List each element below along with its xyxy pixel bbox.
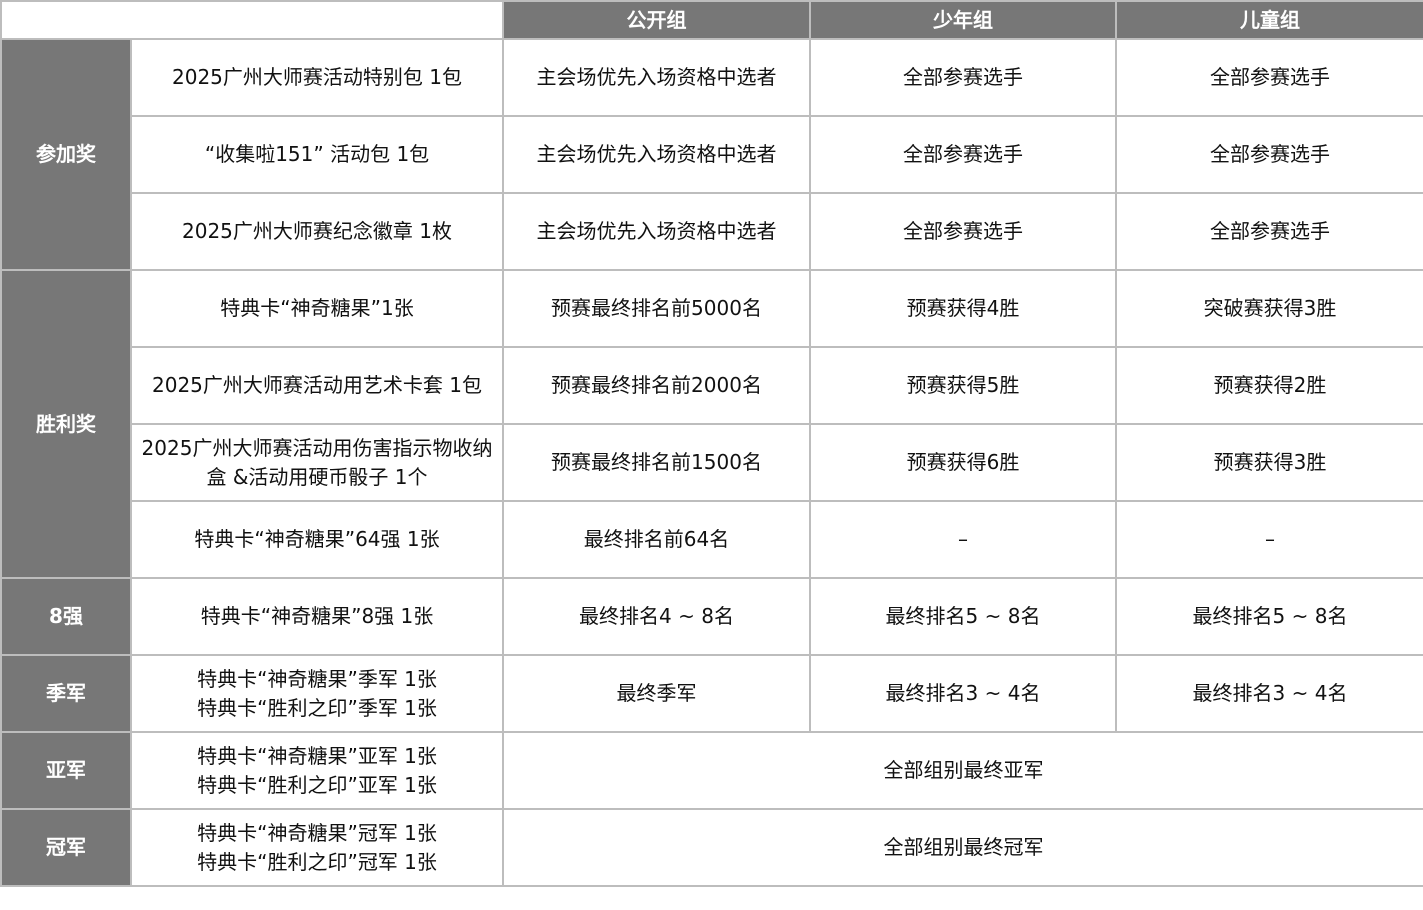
prize-table: 公开组 少年组 儿童组 参加奖 2025广州大师赛活动特别包 1包 主会场优先入场资… [0, 0, 1423, 887]
table-row: 参加奖 2025广州大师赛活动特别包 1包 主会场优先入场资格中选者 全部参赛选手 全部… [0, 38, 1423, 271]
header-row: 公开组 少年组 儿童组 [0, 0, 1423, 40]
prize-cell: 2025广州大师赛活动用艺术卡套 1包 [130, 346, 504, 425]
child-group-cell: 预赛获得2胜 [1115, 346, 1423, 425]
open-group-cell: 预赛最终排名前1500名 [502, 423, 811, 502]
all-groups-cell: 全部组别最终亚军 [502, 731, 1423, 810]
open-group-cell: 预赛最终排名前2000名 [502, 346, 811, 425]
table-row: 季军 特典卡“神奇糖果”季军 1张 特典卡“胜利之印”季军 1张 最终季军 最终排名3… [0, 654, 1423, 733]
junior-group-cell: 预赛获得6胜 [809, 423, 1117, 502]
table-row: 亚军 特典卡“神奇糖果”亚军 1张 特典卡“胜利之印”亚军 1张 全部组别最终亚军 [0, 731, 1423, 810]
child-group-cell: 最终排名5 ~ 8名 [1115, 577, 1423, 656]
header-child-group: 儿童组 [1115, 0, 1423, 40]
prize-cell: 特典卡“神奇糖果”64强 1张 [130, 500, 504, 579]
table-body: 参加奖 2025广州大师赛活动特别包 1包 主会场优先入场资格中选者 全部参赛选手 全部… [0, 38, 1423, 887]
prize-cell: 特典卡“神奇糖果”冠军 1张 特典卡“胜利之印”冠军 1张 [130, 808, 504, 887]
table-row: 8强 特典卡“神奇糖果”8强 1张 最终排名4 ~ 8名 最终排名5 ~ 8名 最终排名… [0, 577, 1423, 656]
header-junior-group: 少年组 [809, 0, 1117, 40]
junior-group-cell: 预赛获得4胜 [809, 269, 1117, 348]
open-group-cell: 主会场优先入场资格中选者 [502, 38, 811, 117]
prize-cell: 2025广州大师赛活动用伤害指示物收纳盒 &活动用硬币骰子 1个 [130, 423, 504, 502]
open-group-cell: 主会场优先入场资格中选者 [502, 115, 811, 194]
open-group-cell: 预赛最终排名前5000名 [502, 269, 811, 348]
prize-cell: 特典卡“神奇糖果”8强 1张 [130, 577, 504, 656]
category-cell: 冠军 [0, 808, 132, 887]
child-group-cell: 全部参赛选手 [1115, 115, 1423, 194]
header-blank [0, 0, 504, 40]
junior-group-cell: 最终排名5 ~ 8名 [809, 577, 1117, 656]
junior-group-cell: 预赛获得5胜 [809, 346, 1117, 425]
header-open-group: 公开组 [502, 0, 811, 40]
table-row: 特典卡“神奇糖果”64强 1张 最终排名前64名 – – [1, 500, 1423, 579]
category-cell: 季军 [0, 654, 132, 733]
prize-cell: 2025广州大师赛活动特别包 1包 [130, 38, 504, 117]
table-row: “收集啦151” 活动包 1包 主会场优先入场资格中选者 全部参赛选手 全部参赛选手 [1, 115, 1423, 194]
prize-cell: 特典卡“神奇糖果”1张 [130, 269, 504, 348]
open-group-cell: 最终排名4 ~ 8名 [502, 577, 811, 656]
junior-group-cell: – [809, 500, 1117, 579]
table-row: 冠军 特典卡“神奇糖果”冠军 1张 特典卡“胜利之印”冠军 1张 全部组别最终冠军 [0, 808, 1423, 887]
prize-cell: 2025广州大师赛纪念徽章 1枚 [130, 192, 504, 271]
junior-group-cell: 全部参赛选手 [809, 115, 1117, 194]
child-group-cell: 全部参赛选手 [1115, 38, 1423, 117]
child-group-cell: 最终排名3 ~ 4名 [1115, 654, 1423, 733]
open-group-cell: 主会场优先入场资格中选者 [502, 192, 811, 271]
child-group-cell: 预赛获得3胜 [1115, 423, 1423, 502]
open-group-cell: 最终季军 [502, 654, 811, 733]
category-cell: 胜利奖 [0, 269, 132, 579]
all-groups-cell: 全部组别最终冠军 [502, 808, 1423, 887]
table-row: 2025广州大师赛纪念徽章 1枚 主会场优先入场资格中选者 全部参赛选手 全部参赛选手 [1, 192, 1423, 271]
table-row: 2025广州大师赛活动用艺术卡套 1包 预赛最终排名前2000名 预赛获得5胜 预赛获… [1, 346, 1423, 425]
junior-group-cell: 最终排名3 ~ 4名 [809, 654, 1117, 733]
table-row: 2025广州大师赛活动用伤害指示物收纳盒 &活动用硬币骰子 1个 预赛最终排名前1… [1, 423, 1423, 502]
prize-cell: “收集啦151” 活动包 1包 [130, 115, 504, 194]
child-group-cell: – [1115, 500, 1423, 579]
category-cell: 参加奖 [0, 38, 132, 271]
open-group-cell: 最终排名前64名 [502, 500, 811, 579]
category-cell: 8强 [0, 577, 132, 656]
prize-cell: 特典卡“神奇糖果”季军 1张 特典卡“胜利之印”季军 1张 [130, 654, 504, 733]
child-group-cell: 全部参赛选手 [1115, 192, 1423, 271]
table-row: 胜利奖 特典卡“神奇糖果”1张 预赛最终排名前5000名 预赛获得4胜 突破赛获得3胜 [0, 269, 1423, 579]
category-cell: 亚军 [0, 731, 132, 810]
prize-cell: 特典卡“神奇糖果”亚军 1张 特典卡“胜利之印”亚军 1张 [130, 731, 504, 810]
child-group-cell: 突破赛获得3胜 [1115, 269, 1423, 348]
junior-group-cell: 全部参赛选手 [809, 192, 1117, 271]
junior-group-cell: 全部参赛选手 [809, 38, 1117, 117]
